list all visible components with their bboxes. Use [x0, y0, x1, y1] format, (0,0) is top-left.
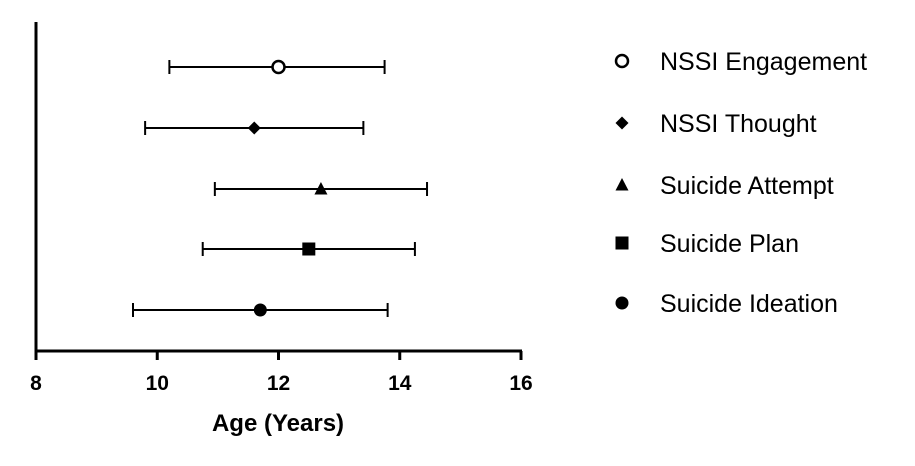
legend-label: Suicide Ideation: [660, 290, 838, 318]
x-tick-label: 8: [30, 372, 42, 395]
series-suicide-attempt: [213, 182, 429, 196]
legend-marker: [615, 236, 629, 250]
data-point: [247, 121, 261, 135]
series-suicide-plan: [201, 242, 416, 256]
plot-area: 8 10 12 14 16: [30, 22, 533, 395]
legend-label: Suicide Plan: [660, 230, 799, 258]
legend-marker: [615, 296, 629, 310]
series-layer: [132, 59, 429, 317]
data-point: [302, 242, 316, 256]
data-point: [314, 182, 328, 195]
x-axis-title: Age (Years): [212, 410, 344, 437]
x-tick-label: 16: [509, 372, 532, 395]
series-nssi-engagement: [168, 59, 386, 75]
legend-item: NSSI Engagement: [614, 48, 867, 76]
x-tick-label: 10: [146, 372, 169, 395]
legend-label: Suicide Attempt: [660, 172, 834, 200]
x-tick-label: 12: [267, 372, 290, 395]
series-suicide-ideation: [132, 303, 389, 317]
legend-marker: [615, 116, 629, 130]
legend-marker: [615, 178, 629, 191]
legend-item: NSSI Thought: [615, 110, 817, 138]
legend: NSSI Engagement NSSI Thought Suicide Attem…: [614, 48, 867, 318]
legend-label: NSSI Thought: [660, 110, 817, 138]
legend-label: NSSI Engagement: [660, 48, 867, 76]
x-tick-label: 14: [388, 372, 412, 395]
legend-item: Suicide Plan: [615, 230, 799, 258]
legend-item: Suicide Attempt: [615, 172, 834, 200]
x-ticks: 8 10 12 14 16: [30, 351, 533, 395]
data-point: [253, 303, 267, 317]
legend-marker: [614, 53, 630, 69]
series-nssi-thought: [144, 121, 365, 135]
legend-item: Suicide Ideation: [615, 290, 838, 318]
data-point: [271, 59, 286, 75]
